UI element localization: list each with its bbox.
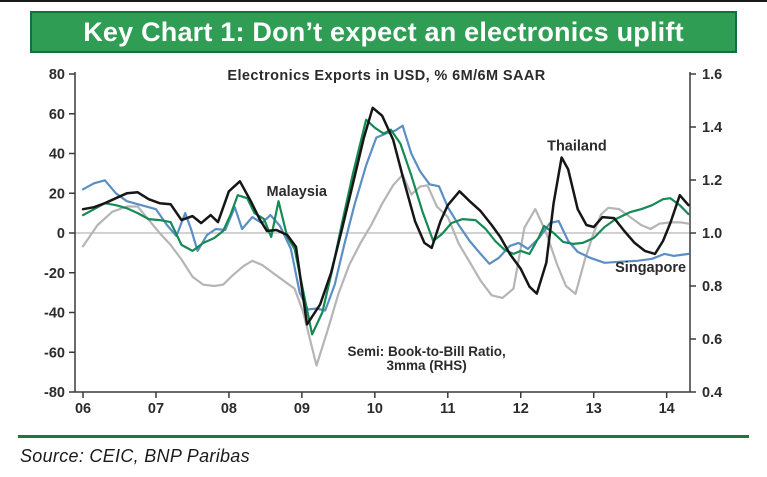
right-axis-tick-label: 1.4 — [702, 120, 722, 136]
series-line-semi-book-to-bill-ratio-3mma-rhs — [81, 173, 690, 367]
x-axis-tick-label: 06 — [75, 401, 91, 417]
left-axis-tick-label: -20 — [44, 266, 65, 282]
left-axis-tick-label: 60 — [49, 107, 65, 123]
annotation-3mma-rhs: 3mma (RHS) — [386, 358, 466, 373]
x-axis-tick-label: 09 — [294, 401, 310, 417]
series-line-malaysia — [81, 118, 690, 336]
x-axis-tick-label: 13 — [586, 401, 602, 417]
banner-title: Key Chart 1: Don’t expect an electronics… — [83, 16, 684, 47]
annotation-thailand: Thailand — [547, 139, 607, 155]
x-axis-tick-label: 14 — [659, 401, 675, 417]
series-line-singapore — [81, 124, 690, 312]
annotation-singapore: Singapore — [615, 260, 686, 276]
x-axis-tick-label: 10 — [367, 401, 383, 417]
left-axis-tick-label: 0 — [57, 226, 65, 242]
source-divider — [18, 435, 749, 438]
right-axis-tick-label: 0.8 — [702, 279, 722, 295]
right-axis-tick-label: 1.0 — [702, 226, 722, 242]
left-axis-tick-label: 80 — [49, 67, 65, 83]
right-axis-tick-label: 1.6 — [702, 67, 722, 83]
chart-banner: Key Chart 1: Don’t expect an electronics… — [30, 11, 737, 53]
left-axis-tick-label: -40 — [44, 306, 65, 322]
right-axis-tick-label: 0.4 — [702, 385, 722, 401]
left-axis-tick-label: 40 — [49, 147, 65, 163]
annotation-malaysia: Malaysia — [267, 184, 328, 200]
series-line-thailand — [81, 106, 690, 326]
left-axis-tick-label: 20 — [49, 186, 65, 202]
left-axis-tick-label: -60 — [44, 345, 65, 361]
x-axis-tick-label: 08 — [221, 401, 237, 417]
x-axis-tick-label: 12 — [513, 401, 529, 417]
left-axis-tick-label: -80 — [44, 385, 65, 401]
x-axis-tick-label: 11 — [440, 401, 455, 417]
x-axis-tick-label: 07 — [148, 401, 164, 417]
annotation-semi-book-to-bill-ratio: Semi: Book-to-Bill Ratio, — [348, 344, 506, 359]
source-text: Source: CEIC, BNP Paribas — [20, 446, 250, 466]
chart-title: Electronics Exports in USD, % 6M/6M SAAR — [227, 68, 545, 84]
right-axis-tick-label: 1.2 — [702, 173, 722, 189]
right-axis-tick-label: 0.6 — [702, 332, 722, 348]
